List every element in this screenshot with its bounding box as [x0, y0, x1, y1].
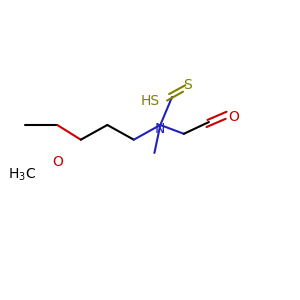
Text: H$_3$C: H$_3$C: [8, 167, 36, 183]
Text: HS: HS: [140, 94, 160, 108]
Text: O: O: [52, 155, 63, 169]
Text: O: O: [229, 110, 239, 124]
Text: S: S: [183, 78, 192, 92]
Text: N: N: [155, 122, 166, 136]
